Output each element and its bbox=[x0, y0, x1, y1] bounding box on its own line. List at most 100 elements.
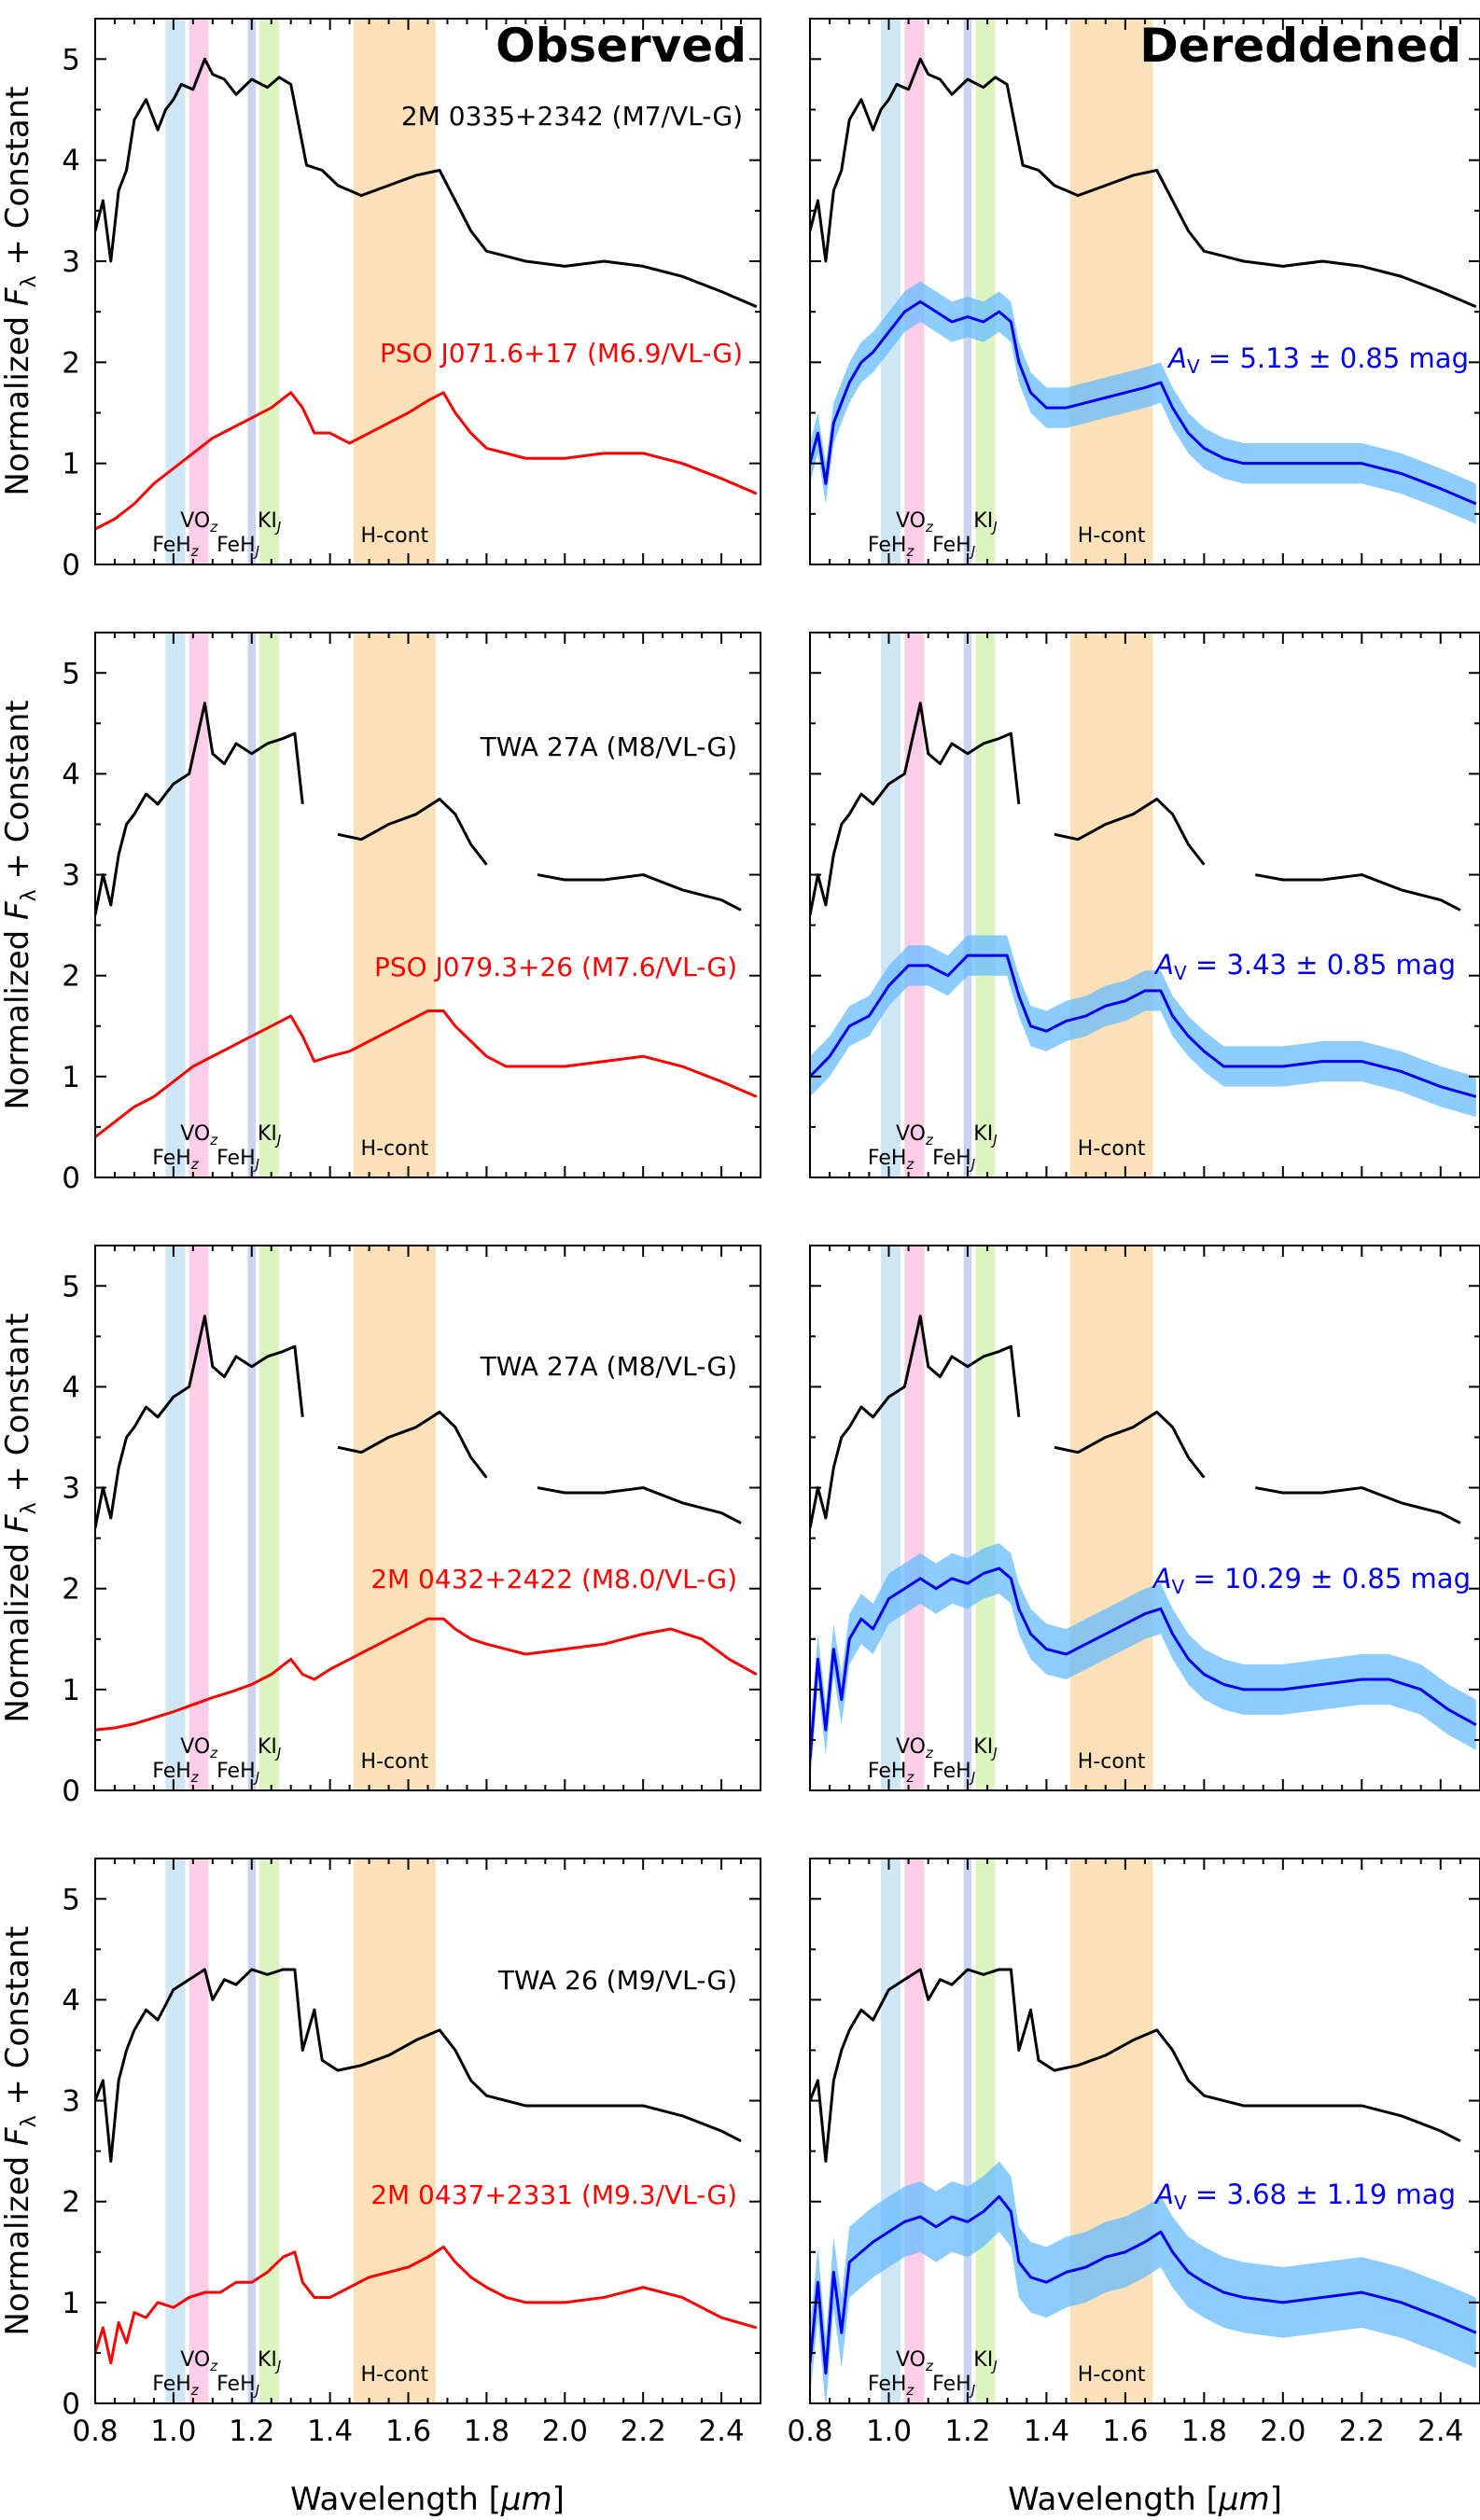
y-tick-label-L2: 5 bbox=[62, 657, 80, 690]
band-FeHJ-R2 bbox=[963, 633, 972, 1177]
series-line-L3-1-0 bbox=[95, 1617, 758, 1732]
x-axis-label-left: Wavelength [μm] bbox=[290, 2481, 565, 2518]
series-line-R1-1-0 bbox=[810, 299, 1477, 506]
band-KIJ-R1 bbox=[975, 19, 996, 564]
band-KIJ-R3 bbox=[975, 1246, 996, 1790]
band-KIJ-R4 bbox=[975, 1859, 996, 2403]
band-label-FeHJ-L4: FeHJ bbox=[216, 2373, 259, 2399]
series-line-R4-1-0 bbox=[810, 2194, 1477, 2375]
band-FeHz-R3 bbox=[881, 1246, 901, 1790]
y-tick-label-L1: 3 bbox=[62, 245, 80, 279]
obs-label-row1: PSO J071.6+17 (M6.9/VL-G) bbox=[380, 338, 743, 369]
x-axis-label-right: Wavelength [μm] bbox=[1008, 2481, 1282, 2518]
y-tick-label-L4: 5 bbox=[62, 1883, 80, 1916]
series-line-R2-0-0 bbox=[810, 702, 1021, 916]
series-line-L3-0-1 bbox=[337, 1410, 488, 1479]
series-line-L2-0-1 bbox=[337, 797, 488, 866]
ref-label-row2-obs: TWA 27A (M8/VL-G) bbox=[480, 731, 737, 762]
x-tick-label-R4: 1.2 bbox=[944, 2415, 990, 2448]
series-line-L2-0-0 bbox=[95, 702, 304, 916]
band-label-FeHz-L1: FeHz bbox=[152, 534, 200, 560]
series-line-R1-0-0 bbox=[810, 57, 1477, 309]
series-line-L3-0-2 bbox=[537, 1486, 742, 1525]
band-label-VOz-L3: VOz bbox=[180, 1735, 218, 1761]
x-tick-label-L4: 2.2 bbox=[621, 2415, 666, 2448]
x-tick-label-R4: 1.6 bbox=[1102, 2415, 1148, 2448]
band-label-KIJ-L2: KIJ bbox=[258, 1122, 281, 1149]
band-VOz-L2 bbox=[188, 633, 209, 1177]
band-label-FeHJ-L1: FeHJ bbox=[216, 534, 259, 560]
band-label-FeHz-R4: FeHz bbox=[868, 2373, 915, 2399]
x-tick-label-L4: 1.0 bbox=[150, 2415, 196, 2448]
x-tick-label-R4: 1.8 bbox=[1181, 2415, 1227, 2448]
band-label-Hcont-R2: H-cont bbox=[1078, 1137, 1146, 1161]
series-line-R3-0-1 bbox=[1054, 1410, 1206, 1479]
x-tick-label-L4: 0.8 bbox=[72, 2415, 118, 2448]
band-label-FeHz-R1: FeHz bbox=[868, 534, 915, 560]
obs-label-row3: 2M 0432+2422 (M8.0/VL-G) bbox=[370, 1564, 737, 1594]
band-label-Hcont-L3: H-cont bbox=[361, 1750, 429, 1774]
band-label-KIJ-R3: KIJ bbox=[973, 1735, 997, 1761]
band-label-KIJ-R4: KIJ bbox=[973, 2348, 997, 2374]
band-label-VOz-L1: VOz bbox=[180, 509, 218, 536]
x-tick-label-R4: 1.0 bbox=[866, 2415, 912, 2448]
av-label-row3: AV = 10.29 ± 0.85 mag bbox=[1152, 1563, 1471, 1598]
band-label-FeHz-L4: FeHz bbox=[152, 2373, 200, 2399]
series-line-L4-0-0 bbox=[95, 1968, 742, 2163]
x-tick-label-R4: 2.0 bbox=[1260, 2415, 1305, 2448]
title-dereddened: Dereddened bbox=[1139, 19, 1461, 73]
band-label-Hcont-L1: H-cont bbox=[361, 524, 429, 548]
y-tick-label-L4: 1 bbox=[62, 2287, 80, 2320]
band-label-VOz-R3: VOz bbox=[896, 1735, 934, 1761]
av-label-row1: AV = 5.13 ± 0.85 mag bbox=[1166, 342, 1469, 378]
x-tick-label-L4: 2.4 bbox=[698, 2415, 744, 2448]
band-label-VOz-R2: VOz bbox=[896, 1122, 934, 1149]
x-tick-label-R4: 2.4 bbox=[1417, 2415, 1463, 2448]
band-KIJ-R2 bbox=[975, 633, 996, 1177]
band-label-VOz-R1: VOz bbox=[896, 509, 934, 536]
y-tick-label-L1: 5 bbox=[62, 43, 80, 77]
x-tick-label-R4: 1.4 bbox=[1024, 2415, 1069, 2448]
band-FeHz-R4 bbox=[881, 1859, 901, 2403]
series-line-R2-0-1 bbox=[1054, 797, 1206, 866]
av-label-row2: AV = 3.43 ± 0.85 mag bbox=[1153, 949, 1456, 984]
band-label-FeHJ-R2: FeHJ bbox=[932, 1147, 975, 1173]
series-line-R2-1-0 bbox=[810, 954, 1477, 1098]
band-label-KIJ-R2: KIJ bbox=[973, 1122, 997, 1149]
obs-label-row4: 2M 0437+2331 (M9.3/VL-G) bbox=[370, 2179, 737, 2210]
band-KIJ-L2 bbox=[259, 633, 280, 1177]
series-line-L2-0-2 bbox=[537, 873, 742, 912]
x-tick-label-L4: 1.4 bbox=[307, 2415, 353, 2448]
y-axis-label-row1: Normalized Fλ + Constant bbox=[0, 86, 41, 495]
band-VOz-R4 bbox=[904, 1859, 925, 2403]
series-line-R4-0-0 bbox=[810, 1968, 1461, 2163]
series-line-L1-0-0 bbox=[95, 57, 758, 309]
y-tick-label-L1: 2 bbox=[62, 346, 80, 380]
series-line-L1-1-0 bbox=[95, 391, 758, 531]
band-label-FeHz-L2: FeHz bbox=[152, 1147, 200, 1173]
band-Hcont-L2 bbox=[353, 633, 436, 1177]
y-axis-label-row3: Normalized Fλ + Constant bbox=[0, 1313, 41, 1722]
ref-label-row1-obs: 2M 0335+2342 (M7/VL-G) bbox=[401, 101, 743, 132]
band-FeHz-R1 bbox=[881, 19, 901, 564]
y-tick-label-L4: 4 bbox=[62, 1984, 80, 2017]
y-tick-label-L4: 3 bbox=[62, 2085, 80, 2119]
band-FeHz-L2 bbox=[165, 633, 186, 1177]
y-tick-label-L2: 0 bbox=[62, 1162, 80, 1195]
band-label-FeHJ-R4: FeHJ bbox=[932, 2373, 975, 2399]
band-Hcont-L3 bbox=[353, 1246, 436, 1790]
band-Hcont-L1 bbox=[353, 19, 436, 564]
x-tick-label-R4: 0.8 bbox=[787, 2415, 832, 2448]
band-VOz-R3 bbox=[904, 1246, 925, 1790]
y-tick-label-L3: 4 bbox=[62, 1371, 80, 1404]
band-Hcont-R2 bbox=[1069, 633, 1153, 1177]
band-FeHz-R2 bbox=[881, 633, 901, 1177]
band-FeHJ-L4 bbox=[247, 1859, 256, 2403]
band-label-FeHJ-L2: FeHJ bbox=[216, 1147, 259, 1173]
band-label-FeHz-L3: FeHz bbox=[152, 1760, 200, 1786]
ref-label-row4-obs: TWA 26 (M9/VL-G) bbox=[497, 1965, 737, 1996]
band-Hcont-R3 bbox=[1069, 1246, 1153, 1790]
y-tick-label-L1: 0 bbox=[62, 549, 80, 582]
y-tick-label-L3: 2 bbox=[62, 1573, 80, 1607]
